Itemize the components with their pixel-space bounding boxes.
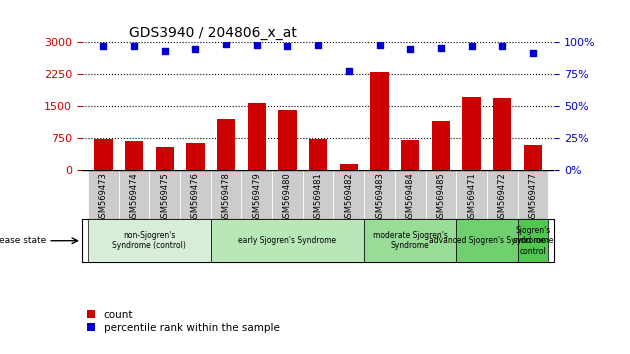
- Legend: count, percentile rank within the sample: count, percentile rank within the sample: [87, 310, 280, 333]
- Bar: [278, 110, 297, 170]
- Bar: [370, 72, 389, 170]
- Text: GSM569476: GSM569476: [191, 172, 200, 223]
- Bar: [340, 164, 358, 170]
- Point: [282, 44, 292, 49]
- Point: [528, 50, 538, 56]
- Bar: [425, 170, 456, 219]
- Text: GSM569481: GSM569481: [314, 172, 323, 223]
- Bar: [156, 147, 174, 170]
- Bar: [248, 103, 266, 170]
- Point: [436, 45, 446, 50]
- Bar: [456, 170, 487, 219]
- Text: disease state: disease state: [0, 236, 47, 245]
- Bar: [309, 139, 328, 170]
- Text: GSM569483: GSM569483: [375, 172, 384, 223]
- Point: [467, 44, 477, 49]
- Point: [221, 41, 231, 47]
- Bar: [272, 170, 303, 219]
- Bar: [333, 170, 364, 219]
- Bar: [524, 145, 542, 170]
- Text: GSM569478: GSM569478: [222, 172, 231, 223]
- Bar: [518, 219, 548, 262]
- Bar: [395, 170, 425, 219]
- Text: GSM569479: GSM569479: [252, 172, 261, 223]
- Point: [313, 42, 323, 48]
- Text: GSM569480: GSM569480: [283, 172, 292, 223]
- Bar: [432, 121, 450, 170]
- Bar: [118, 170, 149, 219]
- Text: early Sjogren's Syndrome: early Sjogren's Syndrome: [238, 236, 336, 245]
- Bar: [149, 170, 180, 219]
- Bar: [364, 170, 395, 219]
- Text: GSM569484: GSM569484: [406, 172, 415, 223]
- Point: [190, 46, 200, 52]
- Text: non-Sjogren's
Syndrome (control): non-Sjogren's Syndrome (control): [113, 231, 186, 250]
- Bar: [487, 170, 518, 219]
- Bar: [493, 98, 512, 170]
- Bar: [518, 170, 548, 219]
- Bar: [456, 219, 518, 262]
- Bar: [303, 170, 333, 219]
- Text: advanced Sjogren's Syndrome: advanced Sjogren's Syndrome: [429, 236, 545, 245]
- Text: GSM569471: GSM569471: [467, 172, 476, 223]
- Bar: [88, 219, 211, 262]
- Bar: [180, 170, 211, 219]
- Text: moderate Sjogren's
Syndrome: moderate Sjogren's Syndrome: [373, 231, 448, 250]
- Point: [98, 44, 108, 49]
- Text: GSM569482: GSM569482: [345, 172, 353, 223]
- Bar: [211, 219, 364, 262]
- Bar: [217, 119, 236, 170]
- Point: [374, 42, 384, 48]
- Point: [497, 44, 507, 49]
- Text: GSM569477: GSM569477: [529, 172, 537, 223]
- Point: [252, 42, 262, 48]
- Bar: [364, 219, 456, 262]
- Bar: [186, 143, 205, 170]
- Bar: [125, 141, 143, 170]
- Point: [159, 48, 169, 54]
- Bar: [211, 170, 241, 219]
- Text: GSM569474: GSM569474: [130, 172, 139, 223]
- Text: GSM569485: GSM569485: [437, 172, 445, 223]
- Bar: [462, 97, 481, 170]
- Bar: [401, 140, 420, 170]
- Point: [344, 68, 354, 73]
- Text: GSM569473: GSM569473: [99, 172, 108, 223]
- Bar: [241, 170, 272, 219]
- Text: Sjogren's
synd rome
control: Sjogren's synd rome control: [513, 226, 553, 256]
- Text: GDS3940 / 204806_x_at: GDS3940 / 204806_x_at: [129, 26, 297, 40]
- Bar: [94, 139, 113, 170]
- Point: [405, 46, 415, 52]
- Text: GSM569472: GSM569472: [498, 172, 507, 223]
- Bar: [88, 170, 118, 219]
- Text: GSM569475: GSM569475: [160, 172, 169, 223]
- Point: [129, 44, 139, 49]
